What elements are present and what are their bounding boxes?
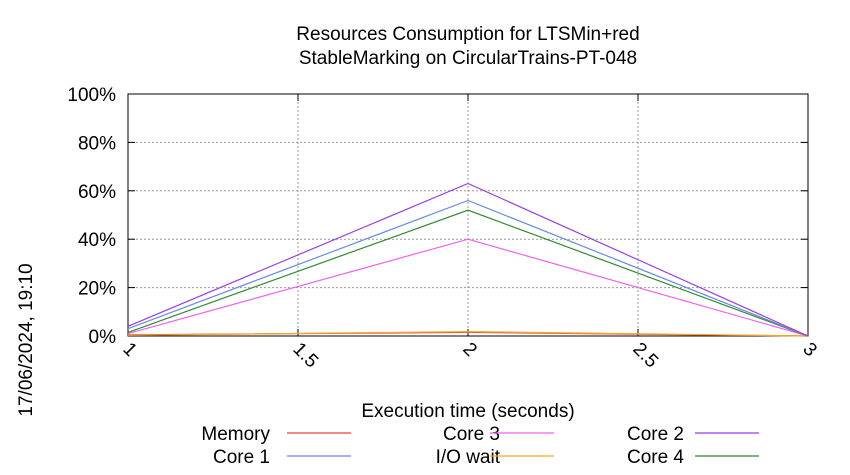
- axis-ticks: 0% 20% 40% 60% 80% 100% 1 1.5 2 2.5 3: [67, 85, 820, 372]
- series-line-core-4: [127, 209, 809, 337]
- series-line-core-1: [127, 199, 809, 337]
- legend-label: Core 2: [627, 424, 684, 445]
- series-lines: [127, 182, 809, 337]
- legend-label: Core 3: [443, 424, 500, 445]
- series-line-i-o-wait: [127, 330, 809, 337]
- x-tick-label: 1: [118, 339, 140, 361]
- x-tick-label: 1.5: [288, 339, 322, 373]
- legend-label: Core 4: [627, 447, 684, 468]
- y-tick-label: 60%: [78, 182, 116, 203]
- series-line-core-3: [127, 238, 809, 337]
- timestamp: 17/06/2024, 19:10: [16, 263, 37, 416]
- legend-label: I/O wait: [436, 447, 501, 468]
- chart-title: Resources Consumption for LTSMin+red: [296, 24, 639, 45]
- y-tick-label: 40%: [78, 230, 116, 251]
- x-tick-label: 2: [458, 339, 480, 361]
- legend-label: Core 1: [213, 447, 270, 468]
- chart-subtitle: StableMarking on CircularTrains-PT-048: [299, 48, 637, 69]
- x-tick-label: 3: [798, 339, 820, 361]
- y-tick-label: 0%: [89, 327, 117, 348]
- y-tick-label: 20%: [78, 279, 116, 300]
- y-tick-label: 100%: [67, 85, 116, 106]
- y-tick-label: 80%: [78, 133, 116, 154]
- grid: [128, 94, 808, 336]
- legend-label: Memory: [201, 424, 270, 445]
- x-tick-label: 2.5: [628, 339, 662, 373]
- series-line-core-2: [127, 182, 809, 337]
- x-axis-label: Execution time (seconds): [361, 401, 574, 422]
